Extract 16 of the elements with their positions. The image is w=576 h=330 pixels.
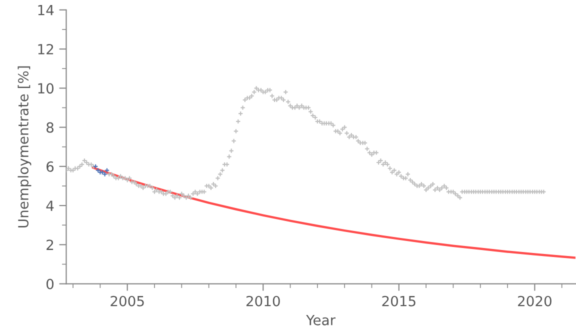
x-axis-title: Year	[306, 315, 336, 326]
y-tick-label: 14	[38, 5, 54, 16]
y-axis-title: Unemploymentrate [%]	[18, 66, 32, 228]
y-tick-label: 4	[46, 200, 54, 211]
y-tick-label: 12	[38, 44, 54, 54]
point	[102, 172, 108, 177]
y-tick-label: 8	[46, 122, 54, 133]
x-tick-label: 2005	[110, 296, 144, 306]
y-tick-label: 0	[46, 278, 54, 290]
x-tick-label: 2015	[382, 296, 416, 306]
y-tick-label: 2	[46, 240, 54, 250]
line-series	[92, 166, 576, 259]
y-tick-label: 10	[38, 83, 54, 94]
y-tick-label: 6	[46, 161, 54, 172]
x-tick-label: 2020	[518, 296, 552, 306]
x-tick-label: 2010	[246, 296, 280, 306]
